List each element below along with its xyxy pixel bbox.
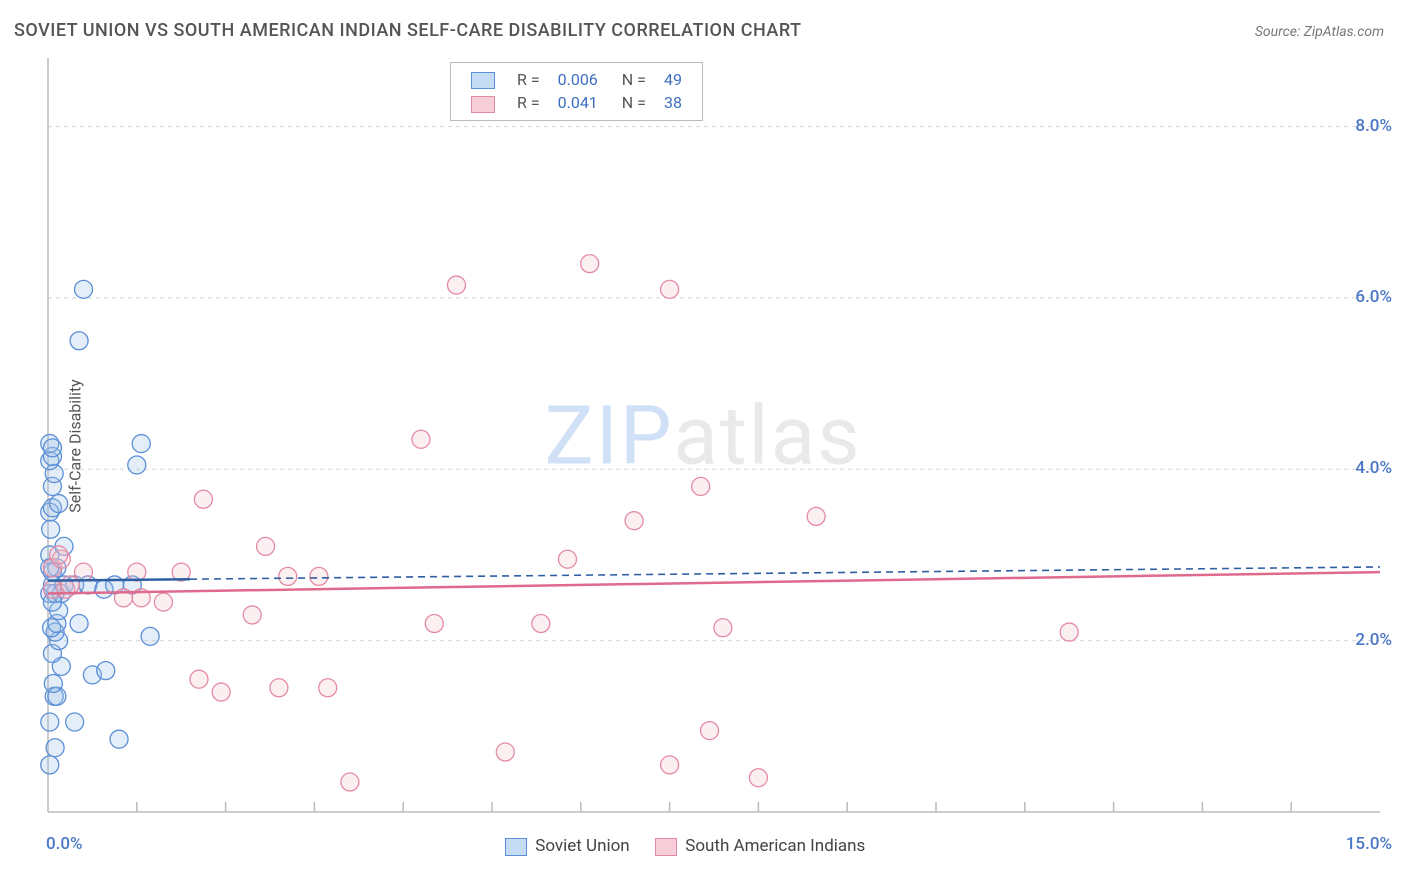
data-point	[44, 674, 62, 692]
series-legend: Soviet Union South American Indians	[505, 836, 865, 856]
data-point	[190, 670, 208, 688]
data-point	[41, 713, 59, 731]
data-point	[661, 280, 679, 298]
data-point	[279, 567, 297, 585]
data-point	[749, 769, 767, 787]
data-point	[75, 280, 93, 298]
data-point	[46, 739, 64, 757]
data-point	[425, 615, 443, 633]
y-tick-label: 8.0%	[1355, 116, 1392, 136]
y-tick-label: 2.0%	[1355, 630, 1392, 650]
correlation-legend: R =0.006N =49R =0.041N =38	[450, 62, 703, 121]
data-point	[97, 662, 115, 680]
data-point	[496, 743, 514, 761]
data-point	[319, 679, 337, 697]
data-point	[128, 456, 146, 474]
data-point	[701, 722, 719, 740]
data-point	[412, 430, 430, 448]
data-point	[50, 495, 68, 513]
data-point	[141, 627, 159, 645]
data-point	[625, 512, 643, 530]
data-point	[341, 773, 359, 791]
data-point	[310, 567, 328, 585]
data-point	[581, 255, 599, 273]
x-tick-label: 15.0%	[1346, 834, 1392, 854]
trend-line-extrapolated	[190, 567, 1380, 579]
data-point	[66, 713, 84, 731]
data-point	[532, 615, 550, 633]
data-point	[807, 507, 825, 525]
chart-container: { "title": "SOVIET UNION VS SOUTH AMERIC…	[0, 0, 1406, 892]
data-point	[154, 593, 172, 611]
data-point	[1060, 623, 1078, 641]
data-point	[212, 683, 230, 701]
data-point	[70, 615, 88, 633]
data-point	[270, 679, 288, 697]
data-point	[692, 477, 710, 495]
data-point	[194, 490, 212, 508]
data-point	[50, 546, 68, 564]
data-point	[75, 563, 93, 581]
data-point	[661, 756, 679, 774]
data-point	[243, 606, 261, 624]
trend-line	[48, 579, 190, 580]
legend-swatch	[471, 72, 495, 89]
data-point	[43, 439, 61, 457]
data-point	[110, 730, 128, 748]
trend-line	[48, 572, 1380, 593]
legend-swatch	[471, 96, 495, 113]
data-point	[43, 580, 61, 598]
data-point	[558, 550, 576, 568]
data-point	[128, 563, 146, 581]
y-tick-label: 4.0%	[1355, 458, 1392, 478]
legend-swatch	[655, 838, 677, 856]
legend-label: South American Indians	[685, 836, 865, 856]
data-point	[257, 537, 275, 555]
x-tick-label: 0.0%	[46, 834, 83, 854]
data-point	[42, 520, 60, 538]
data-point	[41, 756, 59, 774]
scatter-plot	[0, 0, 1406, 892]
data-point	[70, 332, 88, 350]
data-point	[714, 619, 732, 637]
data-point	[447, 276, 465, 294]
legend-swatch	[505, 838, 527, 856]
legend-label: Soviet Union	[535, 836, 629, 856]
data-point	[132, 435, 150, 453]
y-tick-label: 6.0%	[1355, 287, 1392, 307]
